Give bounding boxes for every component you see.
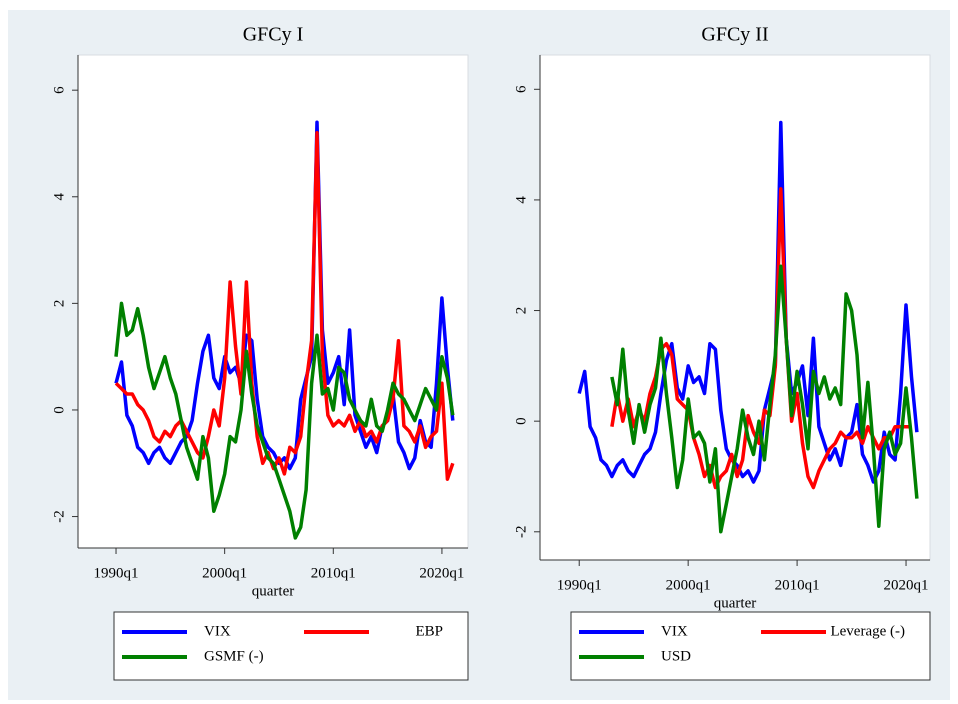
legend-label: VIX	[204, 623, 231, 639]
chart-title: GFCy I	[243, 24, 304, 46]
legend-label: USD	[661, 648, 691, 664]
plot-region	[77, 54, 469, 549]
legend-label: Leverage (-)	[830, 623, 905, 639]
legend-box	[570, 611, 931, 681]
x-tick-label: 2020q1	[884, 577, 929, 593]
x-axis-label: quarter	[714, 595, 756, 611]
y-tick-label: 4	[51, 193, 67, 201]
y-tick-label: 6	[513, 85, 529, 93]
y-tick-label: 2	[51, 300, 67, 308]
y-tick-label: 6	[51, 86, 67, 94]
x-tick-label: 2000q1	[666, 577, 711, 593]
legend-label: VIX	[661, 623, 688, 639]
y-tick-label: 4	[513, 196, 529, 204]
y-tick-label: 0	[51, 406, 67, 414]
x-tick-label: 2020q1	[419, 565, 464, 581]
legend-box	[113, 611, 469, 681]
x-tick-label: 2010q1	[775, 577, 820, 593]
x-tick-label: 2000q1	[202, 565, 247, 581]
x-tick-label: 1990q1	[557, 577, 602, 593]
x-axis-label: quarter	[252, 583, 294, 599]
plot-region	[539, 54, 931, 561]
y-tick-label: 2	[513, 307, 529, 315]
y-tick-label: -2	[513, 526, 529, 539]
legend-label: EBP	[415, 623, 443, 639]
y-tick-label: 0	[513, 417, 529, 425]
legend-label: GSMF (-)	[204, 648, 264, 664]
x-tick-label: 1990q1	[94, 565, 139, 581]
series-line	[610, 264, 919, 534]
series-line	[114, 131, 455, 481]
series-line	[114, 120, 455, 471]
y-tick-label: -2	[51, 510, 67, 523]
series-line	[114, 301, 455, 540]
x-tick-label: 2010q1	[311, 565, 356, 581]
chart-title: GFCy II	[701, 24, 768, 46]
